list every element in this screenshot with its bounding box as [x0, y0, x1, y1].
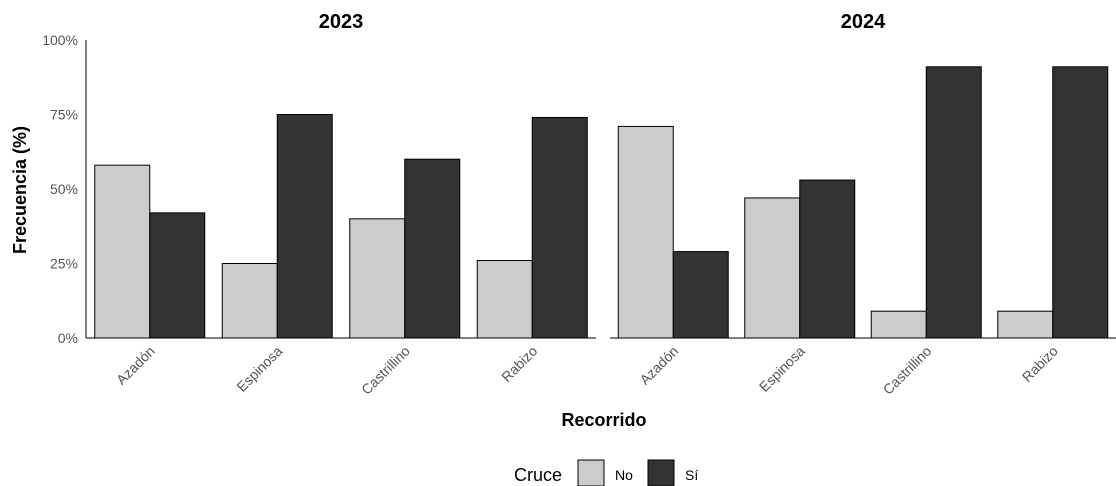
- y-tick-label: 25%: [50, 256, 78, 272]
- panel-2023: 0% 25% 50% 75% 100% 2023 Azadón Espinosa Castril…: [42, 11, 596, 398]
- x-tick-label: Espinosa: [756, 343, 808, 395]
- y-tick-label: 100%: [42, 32, 78, 48]
- legend-label: Sí: [685, 467, 698, 483]
- legend-key-Sí: [647, 459, 675, 486]
- legend-title: Cruce: [514, 465, 562, 485]
- x-tick-label: Azadón: [113, 343, 158, 388]
- bar-Sí-Rabizo: [1052, 66, 1109, 339]
- legend-label: No: [615, 467, 633, 483]
- bar-No-Rabizo: [476, 260, 533, 339]
- bar-No-Azadón: [94, 164, 151, 339]
- y-axis-title: Frecuencia (%): [10, 126, 30, 254]
- x-tick-label: Castrillino: [358, 343, 413, 398]
- x-tick-label: Rabizo: [1019, 343, 1061, 385]
- bar-Sí-Espinosa: [276, 114, 333, 339]
- x-tick-label: Espinosa: [233, 343, 285, 395]
- bar-No-Espinosa: [744, 197, 801, 339]
- x-tick-label: Castrillino: [880, 343, 935, 398]
- bar-No-Rabizo: [997, 310, 1054, 339]
- legend: Cruce No Sí: [514, 459, 698, 486]
- x-axis-title: Recorrido: [561, 410, 646, 430]
- y-tick-label: 75%: [50, 107, 78, 123]
- bar-No-Espinosa: [221, 263, 278, 339]
- bar-No-Azadón: [617, 125, 674, 339]
- bar-Sí-Azadón: [149, 212, 206, 339]
- x-tick-label: Rabizo: [498, 343, 540, 385]
- panels-layer: 0% 25% 50% 75% 100% 2023 Azadón Espinosa Castril…: [42, 11, 1116, 398]
- x-tick-label: Azadón: [636, 343, 681, 388]
- bar-Sí-Azadón: [672, 251, 729, 339]
- bar-No-Castrillino: [349, 218, 406, 339]
- y-tick-label: 50%: [50, 181, 78, 197]
- bar-No-Castrillino: [870, 310, 927, 339]
- bar-Sí-Rabizo: [531, 116, 588, 339]
- panel-title: 2024: [841, 11, 886, 33]
- y-tick-label: 0%: [58, 330, 78, 346]
- bar-Sí-Espinosa: [799, 179, 856, 339]
- bar-Sí-Castrillino: [925, 66, 982, 339]
- legend-key-No: [577, 459, 605, 486]
- panel-2024: 2024 Azadón Espinosa Castrillino Rabizo: [610, 11, 1116, 398]
- bar-Sí-Castrillino: [404, 158, 461, 339]
- panel-title: 2023: [319, 11, 364, 33]
